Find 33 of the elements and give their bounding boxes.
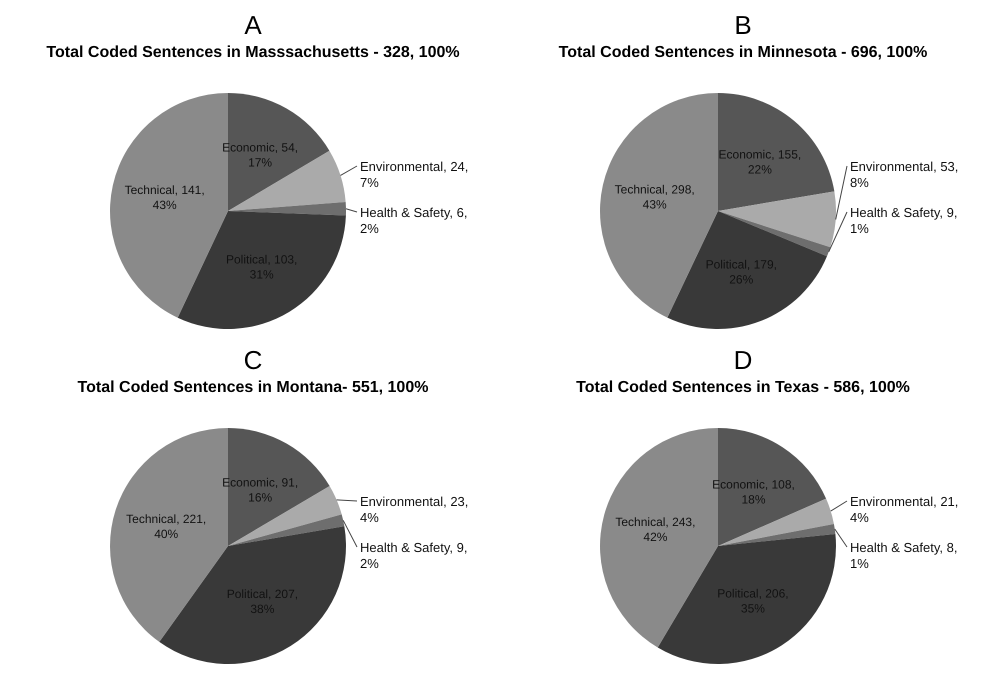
slice-label: Economic, 54, 17% xyxy=(222,140,298,170)
slice-label: Economic, 91, 16% xyxy=(222,476,298,505)
chart-subtitle: Total Coded Sentences in Texas - 586, 100% xyxy=(575,379,911,397)
chart-title: D xyxy=(732,345,754,376)
slice-label: Technical, 221, 40% xyxy=(126,512,206,542)
chart-title: B xyxy=(733,10,753,41)
slice-label: Technical, 141, 43% xyxy=(124,182,205,212)
slice-label: Health & Safety, 6, 2% xyxy=(360,205,468,236)
chart-subtitle: Total Coded Sentences in Montana- 551, 100% xyxy=(76,379,430,397)
chart-title: C xyxy=(242,345,264,376)
pie-slice xyxy=(178,211,346,329)
pie-slice xyxy=(718,93,834,211)
slice-label: Technical, 298, 43% xyxy=(614,182,695,212)
chart-title: A xyxy=(243,10,263,41)
chart-subtitle: Total Coded Sentences in Minnesota - 696, 100% xyxy=(558,44,928,62)
slice-label: Health & Safety, 9, 2% xyxy=(360,540,468,571)
pie-slice xyxy=(228,486,342,546)
slice-label: Health & Safety, 8, 1% xyxy=(850,540,958,571)
slice-label: Technical, 243, 42% xyxy=(615,514,696,544)
pie-slice xyxy=(228,514,344,546)
slice-label: Environmental, 21, 4% xyxy=(850,494,958,525)
pie-slice xyxy=(718,524,836,546)
chart-subtitle: Total Coded Sentences in Masssachusetts - 328, 100% xyxy=(45,44,461,62)
pie-slice xyxy=(667,211,827,329)
pie-slice xyxy=(718,211,830,256)
slice-label: Economic, 155, 22% xyxy=(718,147,802,176)
slice-label: Health & Safety, 9, 1% xyxy=(850,205,958,236)
slice-label: Economic, 108, 18% xyxy=(712,478,795,507)
slice-label: Environmental, 23, 4% xyxy=(360,494,468,525)
slice-label: Environmental, 53, 8% xyxy=(850,159,958,190)
slice-label: Environmental, 24, 7% xyxy=(360,159,468,190)
pie-slice xyxy=(718,191,836,248)
pie-slice xyxy=(228,202,346,216)
